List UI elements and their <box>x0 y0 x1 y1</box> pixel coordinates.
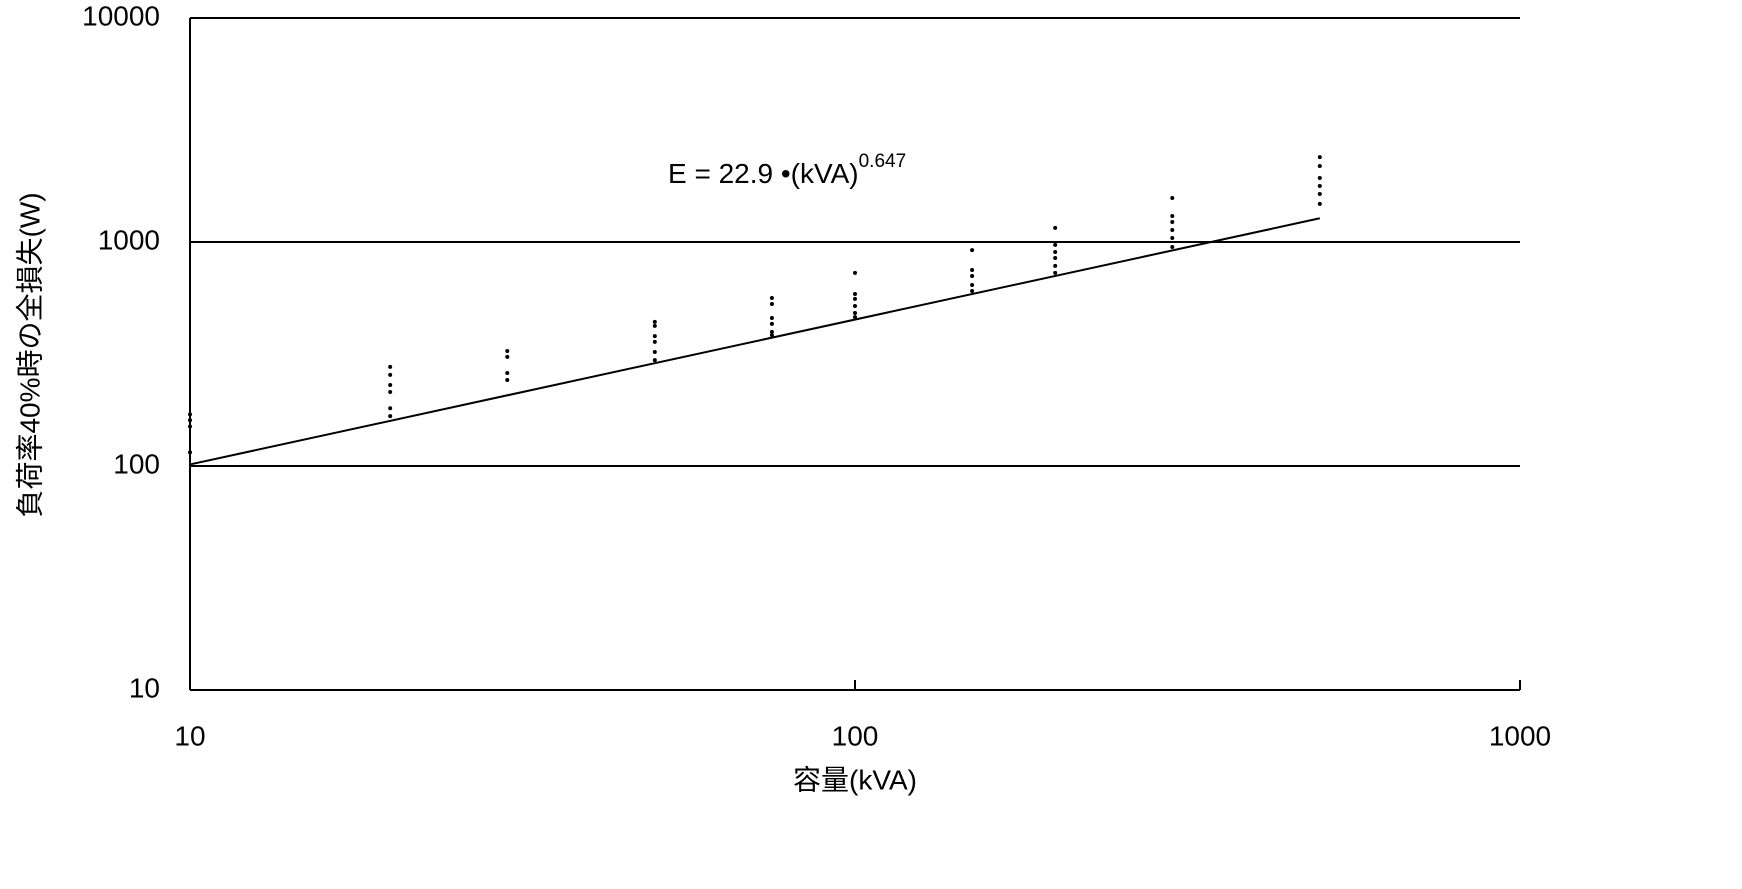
data-point <box>1053 250 1058 255</box>
x-axis-title: 容量(kVA) <box>793 764 917 795</box>
data-point <box>1170 214 1175 219</box>
data-point <box>853 303 857 308</box>
data-point <box>652 349 657 354</box>
data-point <box>1053 256 1058 261</box>
data-point <box>388 364 393 369</box>
annotation: E = 22.9 •(kVA)0.647 <box>668 151 906 189</box>
data-point <box>652 339 657 344</box>
x-tick-label: 100 <box>832 720 879 751</box>
data-point <box>853 296 857 301</box>
data-point <box>853 315 857 320</box>
data-point <box>970 289 975 294</box>
data-point <box>769 321 774 326</box>
data-point <box>1053 263 1058 268</box>
data-point <box>188 412 192 417</box>
y-tick-label: 1000 <box>98 224 160 255</box>
data-point <box>769 301 774 306</box>
data-point <box>652 319 657 324</box>
y-tick-label: 10000 <box>82 0 160 31</box>
data-point <box>188 418 192 423</box>
data-point <box>853 270 857 275</box>
data-point <box>970 274 975 279</box>
y-tick-label: 10 <box>129 672 160 703</box>
data-point <box>769 329 774 334</box>
data-point <box>1053 225 1058 230</box>
data-point <box>652 323 657 328</box>
data-point <box>505 349 510 354</box>
data-point <box>1317 155 1322 160</box>
data-point <box>769 296 774 301</box>
data-point <box>970 282 975 287</box>
data-point <box>388 382 393 387</box>
data-point <box>188 450 192 455</box>
y-tick-label: 100 <box>113 448 160 479</box>
data-point <box>970 248 975 253</box>
data-point <box>652 334 657 339</box>
data-point <box>1317 164 1322 169</box>
data-point <box>505 371 510 376</box>
data-point <box>1317 191 1322 196</box>
data-point <box>970 267 975 272</box>
data-point <box>188 424 192 429</box>
data-point <box>1170 235 1175 240</box>
x-tick-label: 1000 <box>1489 720 1551 751</box>
data-point <box>853 291 857 296</box>
data-point <box>388 406 393 411</box>
data-point <box>1170 244 1175 249</box>
data-point <box>505 378 510 383</box>
fit-line <box>189 217 1321 466</box>
data-point <box>1317 176 1322 181</box>
data-point <box>1170 220 1175 225</box>
data-point <box>769 333 774 338</box>
data-point <box>1053 242 1058 247</box>
y-axis-title: 負荷率40%時の全損失(W) <box>14 192 45 517</box>
data-point <box>1317 184 1322 189</box>
data-point <box>388 372 393 377</box>
data-point <box>388 414 393 419</box>
data-point <box>769 315 774 320</box>
data-point <box>1317 201 1322 206</box>
data-point <box>652 358 657 363</box>
annotation-text: E = 22.9 •(kVA) <box>668 158 859 189</box>
data-point <box>853 310 857 315</box>
annotation-superscript: 0.647 <box>859 151 907 172</box>
x-tick-label: 10 <box>174 720 205 751</box>
data-point <box>1053 270 1058 275</box>
data-point <box>505 354 510 359</box>
data-point <box>388 389 393 394</box>
data-point <box>1170 227 1175 232</box>
data-point <box>1170 196 1175 201</box>
